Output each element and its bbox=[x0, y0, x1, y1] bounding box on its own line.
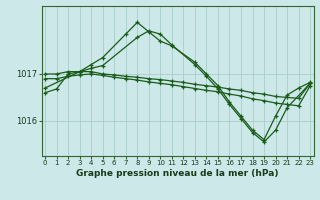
X-axis label: Graphe pression niveau de la mer (hPa): Graphe pression niveau de la mer (hPa) bbox=[76, 169, 279, 178]
